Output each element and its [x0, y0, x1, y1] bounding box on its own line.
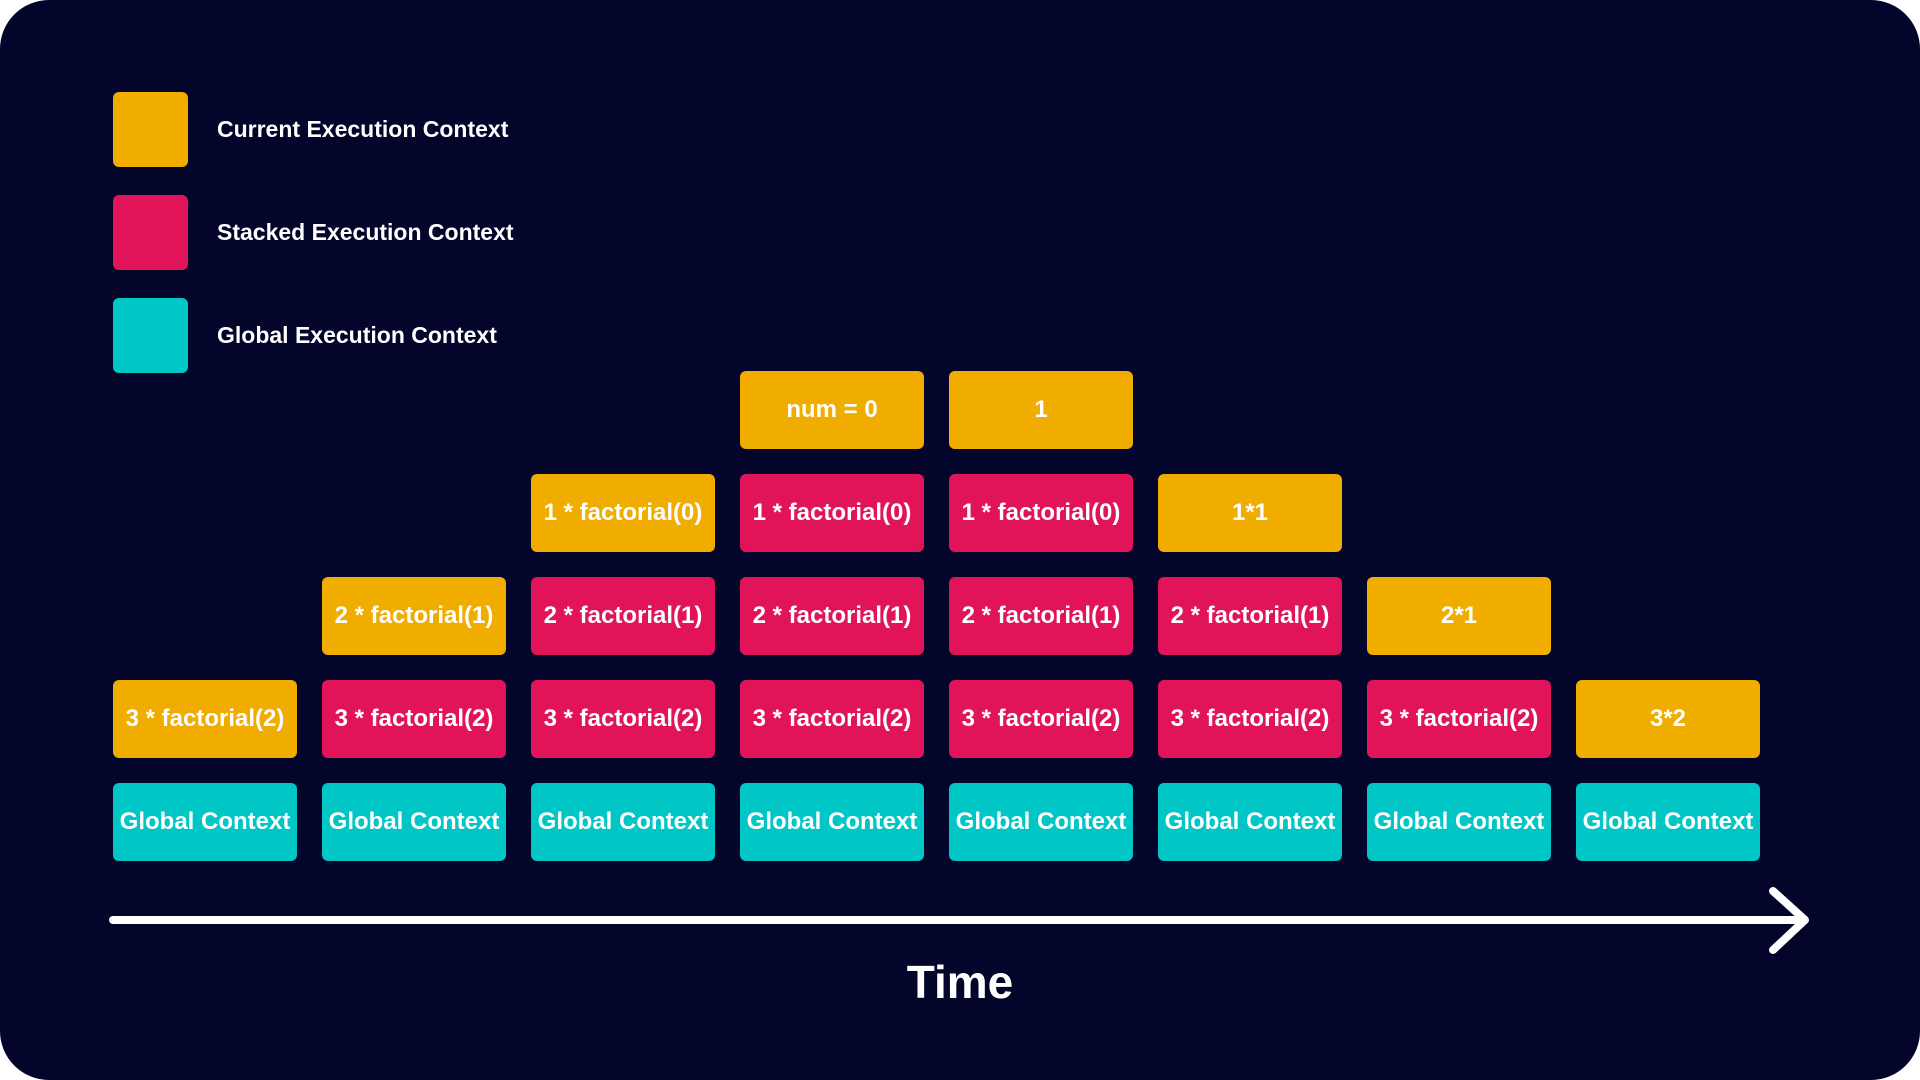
global-context-box: Global Context [1158, 783, 1342, 861]
global-context-box: Global Context [740, 783, 924, 861]
stack-column: Global Context 3 * factorial(2) [113, 0, 297, 1080]
global-context-box: Global Context [322, 783, 506, 861]
legend-label-global: Global Execution Context [217, 322, 497, 348]
legend-swatch-current [113, 92, 188, 167]
stack-column: Global Context 3 * factorial(2) 2 * factor… [740, 0, 924, 1080]
right-arrow-icon [1769, 887, 1809, 954]
stack-column: Global Context 3 * factorial(2) 2 * factor… [322, 0, 506, 1080]
global-context-box: Global Context [113, 783, 297, 861]
stack-column: Global Context 3 * factorial(2) 2 * factor… [531, 0, 715, 1080]
current-context-box: 1*1 [1158, 474, 1342, 552]
legend-swatch-global [113, 298, 188, 373]
stacked-context-box: 3 * factorial(2) [740, 680, 924, 758]
time-axis-label: Time [906, 956, 1014, 1008]
stacked-context-box: 2 * factorial(1) [531, 577, 715, 655]
legend-label-stacked: Stacked Execution Context [217, 219, 514, 245]
stacked-context-box: 3 * factorial(2) [531, 680, 715, 758]
stacked-context-box: 3 * factorial(2) [1158, 680, 1342, 758]
current-context-box: 3 * factorial(2) [113, 680, 297, 758]
stacked-context-box: 1 * factorial(0) [949, 474, 1133, 552]
legend-swatch-stacked [113, 195, 188, 270]
global-context-box: Global Context [1367, 783, 1551, 861]
stacked-context-box: 1 * factorial(0) [740, 474, 924, 552]
stacked-context-box: 2 * factorial(1) [1158, 577, 1342, 655]
stacked-context-box: 2 * factorial(1) [949, 577, 1133, 655]
global-context-box: Global Context [949, 783, 1133, 861]
current-context-box: 1 * factorial(0) [531, 474, 715, 552]
current-context-box: num = 0 [740, 371, 924, 449]
stacked-context-box: 3 * factorial(2) [1367, 680, 1551, 758]
current-context-box: 2 * factorial(1) [322, 577, 506, 655]
stack-column: Global Context 3 * factorial(2) 2 * factor… [1158, 0, 1342, 1080]
stack-column: Global Context 3*2 [1576, 0, 1760, 1080]
stacked-context-box: 3 * factorial(2) [949, 680, 1133, 758]
current-context-box: 3*2 [1576, 680, 1760, 758]
stack-column: Global Context 3 * factorial(2) 2*1 [1367, 0, 1551, 1080]
global-context-box: Global Context [1576, 783, 1760, 861]
global-context-box: Global Context [531, 783, 715, 861]
legend-label-current: Current Execution Context [217, 116, 509, 142]
stack-column: Global Context 3 * factorial(2) 2 * factor… [949, 0, 1133, 1080]
stacked-context-box: 2 * factorial(1) [740, 577, 924, 655]
current-context-box: 2*1 [1367, 577, 1551, 655]
current-context-box: 1 [949, 371, 1133, 449]
stacked-context-box: 3 * factorial(2) [322, 680, 506, 758]
